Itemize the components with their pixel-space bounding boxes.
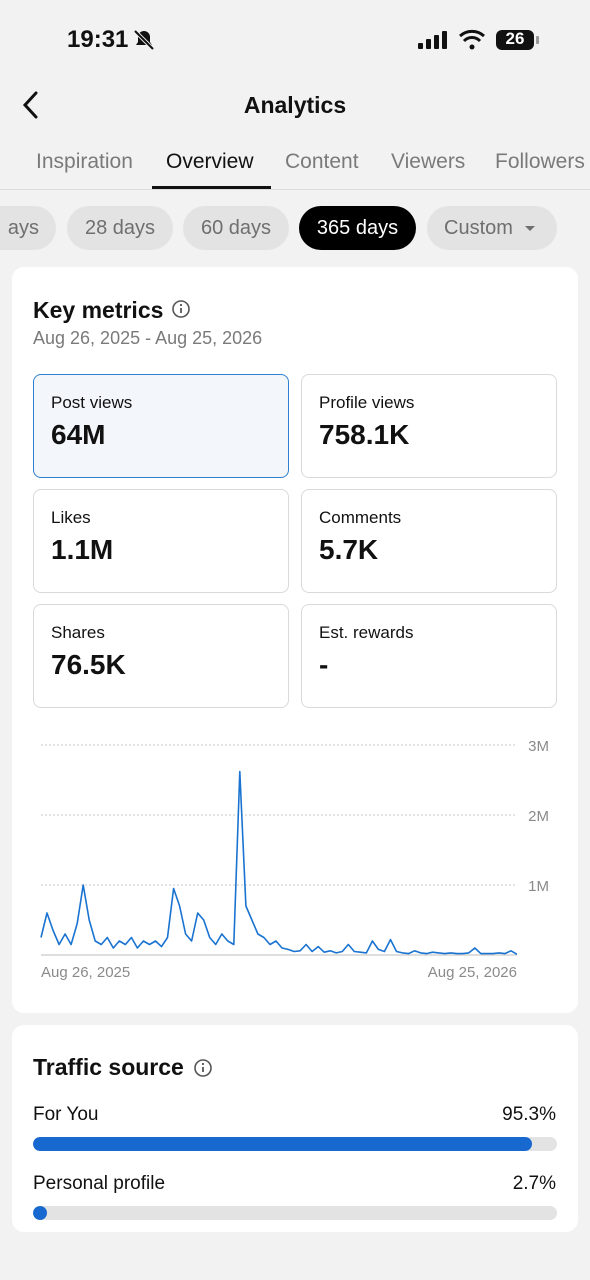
traffic-bar xyxy=(33,1137,533,1151)
metric-label: Likes xyxy=(51,508,91,527)
y-tick-label: 1M xyxy=(528,878,549,895)
y-tick-label: 3M xyxy=(528,738,549,755)
filter-chip[interactable]: 365 days xyxy=(299,206,416,250)
traffic-track xyxy=(33,1206,557,1220)
page-title: Analytics xyxy=(243,92,347,118)
key-metrics-card: Key metrics Aug 26, 2025 - Aug 25, 2026 … xyxy=(12,267,578,1013)
metric-label: Post views xyxy=(51,393,133,412)
back-button[interactable] xyxy=(18,90,44,120)
metric-card[interactable]: Shares 76.5K xyxy=(33,604,289,708)
traffic-track xyxy=(33,1137,557,1151)
clock: 19:31 xyxy=(67,26,129,53)
x-tick-label: Aug 25, 2026 xyxy=(428,964,517,981)
filter-label: Custom xyxy=(444,217,513,239)
metric-card[interactable]: Post views 64M xyxy=(33,374,289,478)
metric-value: 76.5K xyxy=(51,649,126,680)
info-icon[interactable] xyxy=(193,1058,213,1078)
status-icons xyxy=(418,29,539,50)
traffic-card xyxy=(12,1025,578,1232)
traffic-label: Personal profile xyxy=(33,1173,166,1194)
traffic-label: For You xyxy=(33,1104,99,1125)
date-range: Aug 26, 2025 - Aug 25, 2026 xyxy=(33,328,263,348)
metric-card[interactable]: Likes 1.1M xyxy=(33,489,289,593)
traffic-value: 95.3% xyxy=(502,1104,556,1125)
tab-indicator xyxy=(152,186,271,189)
metric-value: 758.1K xyxy=(319,419,410,450)
y-tick-label: 2M xyxy=(528,808,549,825)
mute-icon xyxy=(133,29,155,51)
dropdown-icon xyxy=(525,226,535,231)
x-tick-label: Aug 26, 2025 xyxy=(41,964,130,981)
metric-value: 1.1M xyxy=(51,534,114,565)
section-title: Key metrics xyxy=(33,297,164,323)
metric-label: Comments xyxy=(319,508,402,527)
metric-card[interactable]: Comments 5.7K xyxy=(301,489,557,593)
metric-value: 64M xyxy=(51,419,106,450)
metric-value: 5.7K xyxy=(319,534,379,565)
metric-card[interactable]: Profile views 758.1K xyxy=(301,374,557,478)
tab[interactable]: Viewers xyxy=(391,150,466,173)
filter-chip[interactable]: ays xyxy=(0,206,56,250)
traffic-bar xyxy=(33,1206,48,1220)
filter-chip[interactable]: 60 days xyxy=(183,206,289,250)
metric-label: Est. rewards xyxy=(319,623,414,642)
tab[interactable]: Overview xyxy=(166,150,254,173)
metric-label: Shares xyxy=(51,623,105,642)
views-chart: 1M 2M 3M Aug 26, 2025 Aug 25, 2026 xyxy=(40,738,549,981)
views-line xyxy=(40,770,518,955)
section-title: Traffic source xyxy=(33,1054,184,1080)
battery-level: 26 xyxy=(505,29,525,48)
filter-chip[interactable]: 28 days xyxy=(67,206,173,250)
metric-card[interactable]: Est. rewards - xyxy=(301,604,557,708)
tab-divider xyxy=(0,189,590,190)
info-icon[interactable] xyxy=(171,299,191,319)
filter-chip[interactable]: Custom xyxy=(427,206,557,250)
metric-value: - xyxy=(319,649,329,680)
tab[interactable]: Content xyxy=(285,150,359,173)
tab[interactable]: Inspiration xyxy=(36,150,133,173)
traffic-value: 2.7% xyxy=(512,1173,556,1194)
tab[interactable]: Followers xyxy=(495,150,585,173)
metric-label: Profile views xyxy=(319,393,415,412)
